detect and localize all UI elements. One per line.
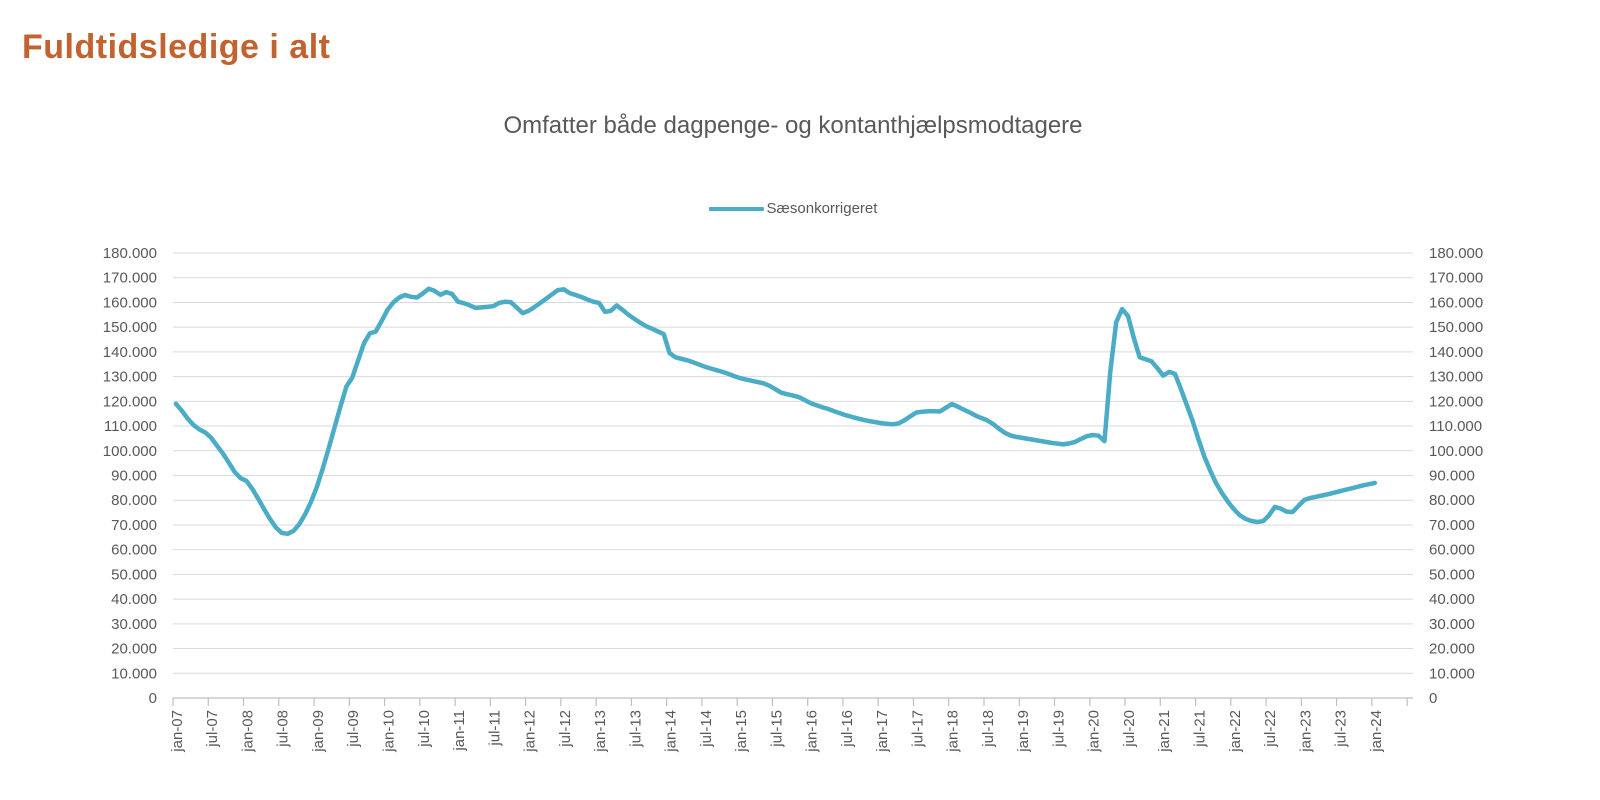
svg-text:jan-21: jan-21 bbox=[1156, 710, 1173, 753]
svg-text:20.000: 20.000 bbox=[1429, 641, 1475, 658]
svg-text:jan-07: jan-07 bbox=[169, 710, 186, 753]
y-axis-labels-left: 0 10.000 20.000 30.000 40.000 50.000 60.000 70.… bbox=[103, 245, 157, 707]
gridlines bbox=[173, 252, 1413, 674]
svg-text:30.000: 30.000 bbox=[1429, 616, 1475, 633]
chart-legend: Sæsonkorrigeret bbox=[173, 199, 1413, 218]
svg-text:jan-22: jan-22 bbox=[1227, 710, 1244, 753]
svg-text:jul-18: jul-18 bbox=[980, 710, 997, 748]
svg-text:jan-24: jan-24 bbox=[1368, 710, 1385, 753]
svg-text:50.000: 50.000 bbox=[1429, 566, 1475, 583]
y-axis-labels-right: 0 10.000 20.000 30.000 40.000 50.000 60.000 70.… bbox=[1429, 245, 1483, 707]
svg-text:jan-14: jan-14 bbox=[663, 710, 680, 753]
svg-text:10.000: 10.000 bbox=[1429, 665, 1475, 682]
svg-text:jul-14: jul-14 bbox=[698, 710, 715, 748]
svg-text:120.000: 120.000 bbox=[1429, 393, 1483, 410]
svg-text:jan-16: jan-16 bbox=[804, 710, 821, 753]
svg-text:jul-08: jul-08 bbox=[275, 710, 292, 748]
svg-text:40.000: 40.000 bbox=[111, 591, 157, 608]
svg-text:60.000: 60.000 bbox=[111, 542, 157, 559]
svg-text:60.000: 60.000 bbox=[1429, 542, 1475, 559]
svg-text:40.000: 40.000 bbox=[1429, 591, 1475, 608]
svg-text:10.000: 10.000 bbox=[111, 665, 157, 682]
svg-text:180.000: 180.000 bbox=[1429, 245, 1483, 262]
svg-text:160.000: 160.000 bbox=[1429, 294, 1483, 311]
svg-text:130.000: 130.000 bbox=[103, 369, 157, 386]
svg-text:jan-18: jan-18 bbox=[945, 710, 962, 753]
svg-text:140.000: 140.000 bbox=[1429, 344, 1483, 361]
svg-text:jul-12: jul-12 bbox=[557, 710, 574, 748]
svg-text:jan-13: jan-13 bbox=[592, 710, 609, 753]
svg-text:50.000: 50.000 bbox=[111, 566, 157, 583]
svg-text:jan-10: jan-10 bbox=[381, 710, 398, 753]
svg-text:80.000: 80.000 bbox=[1429, 492, 1475, 509]
svg-text:80.000: 80.000 bbox=[111, 492, 157, 509]
svg-text:jul-19: jul-19 bbox=[1050, 710, 1067, 748]
svg-text:jul-09: jul-09 bbox=[345, 710, 362, 748]
svg-text:120.000: 120.000 bbox=[103, 393, 157, 410]
svg-text:jul-11: jul-11 bbox=[486, 710, 503, 747]
svg-text:jul-23: jul-23 bbox=[1333, 710, 1350, 748]
svg-text:100.000: 100.000 bbox=[1429, 443, 1483, 460]
svg-text:jan-17: jan-17 bbox=[874, 710, 891, 753]
x-axis-labels: jan-07 jul-07 jan-08 jul-08 jan-09 jul-09 jan-… bbox=[169, 710, 1385, 753]
svg-text:jul-10: jul-10 bbox=[416, 710, 433, 748]
svg-text:110.000: 110.000 bbox=[1429, 418, 1482, 435]
svg-text:jan-20: jan-20 bbox=[1086, 710, 1103, 753]
svg-text:160.000: 160.000 bbox=[103, 294, 157, 311]
svg-text:20.000: 20.000 bbox=[111, 641, 157, 658]
svg-text:jul-15: jul-15 bbox=[768, 710, 785, 748]
svg-text:170.000: 170.000 bbox=[1429, 270, 1483, 287]
svg-text:150.000: 150.000 bbox=[103, 319, 157, 336]
chart-subtitle: Omfatter både dagpenge- og kontanthjælps… bbox=[503, 112, 1083, 139]
svg-text:140.000: 140.000 bbox=[103, 344, 157, 361]
svg-text:170.000: 170.000 bbox=[103, 270, 157, 287]
svg-text:180.000: 180.000 bbox=[103, 245, 157, 262]
svg-text:jul-22: jul-22 bbox=[1262, 710, 1279, 748]
page-title: Fuldtidsledige i alt bbox=[22, 28, 331, 66]
legend-line-marker-icon bbox=[708, 207, 764, 211]
svg-text:jul-17: jul-17 bbox=[909, 710, 926, 748]
svg-text:100.000: 100.000 bbox=[103, 443, 157, 460]
svg-text:90.000: 90.000 bbox=[1429, 468, 1475, 485]
svg-text:jan-15: jan-15 bbox=[733, 710, 750, 753]
svg-text:jan-23: jan-23 bbox=[1297, 710, 1314, 753]
svg-text:jul-13: jul-13 bbox=[627, 710, 644, 748]
svg-text:jul-07: jul-07 bbox=[204, 710, 221, 748]
svg-text:jul-20: jul-20 bbox=[1121, 710, 1138, 748]
svg-text:110.000: 110.000 bbox=[104, 418, 157, 435]
svg-text:jul-16: jul-16 bbox=[839, 710, 856, 748]
svg-text:150.000: 150.000 bbox=[1429, 319, 1483, 336]
svg-text:130.000: 130.000 bbox=[1429, 369, 1483, 386]
svg-text:0: 0 bbox=[149, 690, 157, 707]
svg-text:jan-09: jan-09 bbox=[310, 710, 327, 753]
svg-text:jan-11: jan-11 bbox=[451, 710, 468, 752]
svg-text:jan-12: jan-12 bbox=[522, 710, 539, 753]
svg-text:70.000: 70.000 bbox=[111, 517, 157, 534]
svg-text:90.000: 90.000 bbox=[111, 468, 157, 485]
legend-label: Sæsonkorrigeret bbox=[766, 200, 878, 217]
svg-text:jan-08: jan-08 bbox=[239, 710, 256, 753]
svg-text:jul-21: jul-21 bbox=[1191, 710, 1208, 748]
svg-text:0: 0 bbox=[1429, 690, 1437, 707]
svg-text:30.000: 30.000 bbox=[111, 616, 157, 633]
series-line-saesonkorrigeret bbox=[173, 286, 1378, 537]
x-axis bbox=[172, 697, 1413, 706]
svg-text:jan-19: jan-19 bbox=[1015, 710, 1032, 753]
svg-text:70.000: 70.000 bbox=[1429, 517, 1475, 534]
